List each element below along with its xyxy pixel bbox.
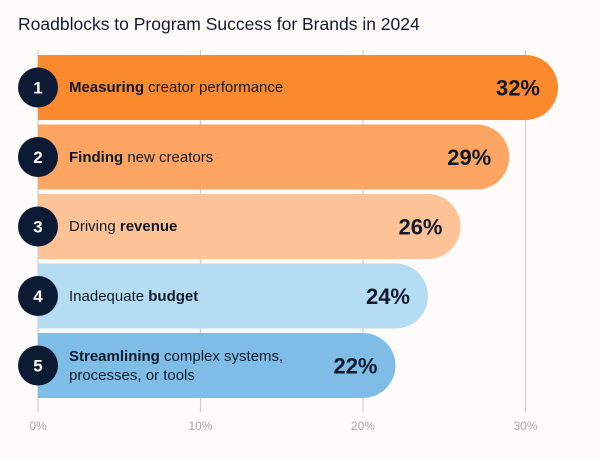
category-label-bold: revenue (119, 218, 178, 235)
category-label-rest: complex systems, processes, or tools (69, 347, 284, 384)
category-label: Driving revenue (69, 217, 177, 236)
category-label-rest: Driving (69, 218, 120, 235)
bar (38, 124, 510, 190)
category-label: Streamlining complex systems, processes,… (69, 347, 309, 385)
rank-number: 4 (33, 287, 43, 306)
x-tick-label: 20% (351, 419, 375, 433)
value-label: 32% (496, 76, 540, 101)
bars: 1 32% 2 29% 3 26% 4 24% 5 22% (18, 55, 558, 398)
bar (38, 263, 428, 329)
category-label: Finding new creators (69, 148, 213, 167)
bar (38, 55, 558, 120)
chart-title: Roadblocks to Program Success for Brands… (18, 14, 420, 34)
rank-number: 3 (33, 218, 42, 237)
category-label-bold: Streamlining (69, 347, 160, 365)
category-label: Measuring creator performance (69, 78, 283, 97)
category-label-rest: creator performance (144, 79, 284, 96)
value-label: 29% (447, 145, 491, 170)
rank-badge (18, 206, 58, 247)
rank-badge (18, 137, 58, 177)
rank-badge (18, 276, 58, 316)
x-tick-label: 10% (188, 419, 212, 433)
category-label-rest: Inadequate (69, 287, 149, 305)
category-label-rest: new creators (123, 148, 214, 166)
rank-number: 2 (33, 148, 42, 167)
category-label: Inadequate budget (69, 287, 198, 306)
category-label-bold: Finding (69, 148, 124, 166)
category-label-bold: Measuring (69, 79, 145, 96)
bar (38, 333, 396, 398)
category-label-bold: budget (148, 287, 199, 305)
value-label: 22% (333, 354, 377, 379)
rank-number: 5 (33, 357, 42, 376)
rank-badge (18, 67, 58, 108)
x-axis-ticks: 0% 10% 20% 30% (29, 419, 538, 433)
x-tick-label: 0% (29, 419, 47, 433)
rank-badge (18, 345, 58, 386)
value-label: 26% (398, 215, 442, 240)
rank-number: 1 (33, 79, 42, 98)
x-tick-label: 30% (513, 419, 537, 433)
value-label: 24% (366, 284, 410, 309)
bar (38, 194, 461, 259)
